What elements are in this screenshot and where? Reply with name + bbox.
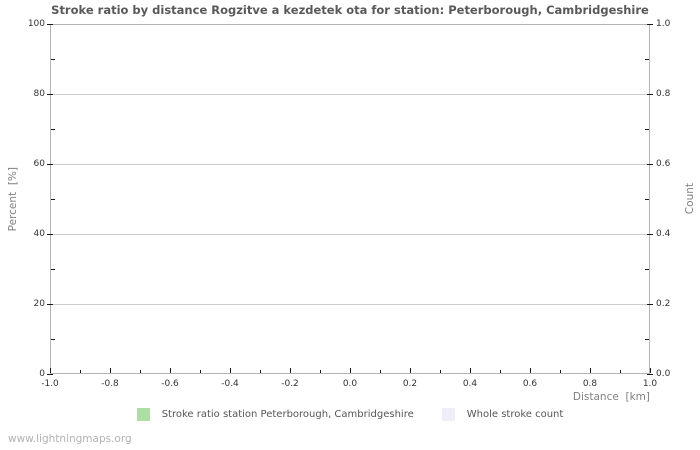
gridline-y-80 — [51, 94, 649, 95]
y-left-major-tick — [47, 234, 53, 235]
stroke-ratio-swatch-icon — [136, 408, 150, 421]
x-minor-tick — [500, 370, 501, 373]
x-major-tick — [590, 368, 591, 373]
x-tick-label: 0.0 — [342, 379, 358, 389]
gridline-y-60 — [51, 164, 649, 165]
y-left-tick-label: 40 — [33, 229, 45, 239]
chart-title: Stroke ratio by distance Rogzitve a kezd… — [51, 3, 649, 17]
x-tick-label: -0.2 — [281, 379, 299, 389]
y-left-major-tick — [47, 304, 53, 305]
y-right-tick-label: 0.6 — [656, 159, 671, 169]
plot-area — [50, 24, 650, 374]
y-right-tick-label: 0.4 — [656, 229, 671, 239]
y-right-tick-label: 0.8 — [656, 89, 671, 99]
x-major-tick — [350, 368, 351, 373]
x-tick-label: -1.0 — [41, 379, 59, 389]
x-minor-tick — [380, 370, 381, 373]
y-right-minor-tick — [645, 199, 649, 200]
y-left-tick-label: 100 — [27, 19, 45, 29]
y-right-tick-label: 0.0 — [656, 369, 671, 379]
y-right-major-tick — [647, 234, 653, 235]
y-left-minor-tick — [51, 59, 55, 60]
y-left-minor-tick — [51, 129, 55, 130]
y-left-major-tick — [47, 164, 53, 165]
x-tick-label: 1.0 — [642, 379, 658, 389]
y-right-minor-tick — [645, 59, 649, 60]
x-minor-tick — [320, 370, 321, 373]
legend: Stroke ratio station Peterborough, Cambr… — [0, 408, 700, 421]
x-tick-label: 0.4 — [462, 379, 478, 389]
x-major-tick — [110, 368, 111, 373]
y-left-tick-label: 20 — [33, 299, 45, 309]
y-axis-left-title: Percent [%] — [2, 24, 24, 374]
x-tick-label: -0.6 — [161, 379, 179, 389]
gridline-y-20 — [51, 304, 649, 305]
y-right-minor-tick — [645, 339, 649, 340]
y-left-tick-label: 60 — [33, 159, 45, 169]
y-right-tick-label: 0.2 — [656, 299, 671, 309]
x-tick-label: 0.8 — [582, 379, 598, 389]
x-major-tick — [290, 368, 291, 373]
x-major-tick — [230, 368, 231, 373]
y-right-minor-tick — [645, 269, 649, 270]
x-minor-tick — [200, 370, 201, 373]
x-minor-tick — [260, 370, 261, 373]
y-left-minor-tick — [51, 269, 55, 270]
x-minor-tick — [620, 370, 621, 373]
x-tick-label: 0.6 — [522, 379, 538, 389]
y-axis-right-title-text: Count — [684, 183, 696, 215]
y-right-major-tick — [647, 304, 653, 305]
whole-stroke-count-swatch-icon — [441, 408, 455, 421]
y-left-tick-label: 80 — [33, 89, 45, 99]
x-major-tick — [530, 368, 531, 373]
x-major-tick — [170, 368, 171, 373]
y-left-minor-tick — [51, 199, 55, 200]
y-right-tick-label: 1.0 — [656, 19, 671, 29]
y-axis-left-title-text: Percent [%] — [7, 166, 19, 232]
y-left-major-tick — [47, 94, 53, 95]
y-right-major-tick — [647, 24, 653, 25]
x-tick-label: -0.8 — [101, 379, 119, 389]
y-right-minor-tick — [645, 129, 649, 130]
legend-label-stroke-ratio: Stroke ratio station Peterborough, Cambr… — [161, 409, 414, 420]
x-major-tick — [410, 368, 411, 373]
legend-item-whole-stroke-count: Whole stroke count — [441, 408, 564, 421]
x-tick-label: 0.2 — [402, 379, 418, 389]
watermark: www.lightningmaps.org — [8, 433, 132, 445]
x-minor-tick — [440, 370, 441, 373]
y-left-minor-tick — [51, 339, 55, 340]
x-major-tick — [50, 368, 51, 373]
x-axis-title: Distance [km] — [572, 391, 650, 403]
x-tick-label: -0.4 — [221, 379, 239, 389]
y-left-major-tick — [47, 374, 53, 375]
y-axis-right-title: Count — [680, 24, 700, 374]
y-left-major-tick — [47, 24, 53, 25]
x-major-tick — [470, 368, 471, 373]
y-left-tick-label: 0 — [39, 369, 45, 379]
x-major-tick — [650, 368, 651, 373]
legend-item-stroke-ratio: Stroke ratio station Peterborough, Cambr… — [136, 408, 414, 421]
y-right-major-tick — [647, 374, 653, 375]
gridline-y-40 — [51, 234, 649, 235]
x-minor-tick — [560, 370, 561, 373]
y-right-major-tick — [647, 164, 653, 165]
x-minor-tick — [80, 370, 81, 373]
y-right-major-tick — [647, 94, 653, 95]
legend-label-whole-stroke-count: Whole stroke count — [466, 409, 564, 420]
x-minor-tick — [140, 370, 141, 373]
